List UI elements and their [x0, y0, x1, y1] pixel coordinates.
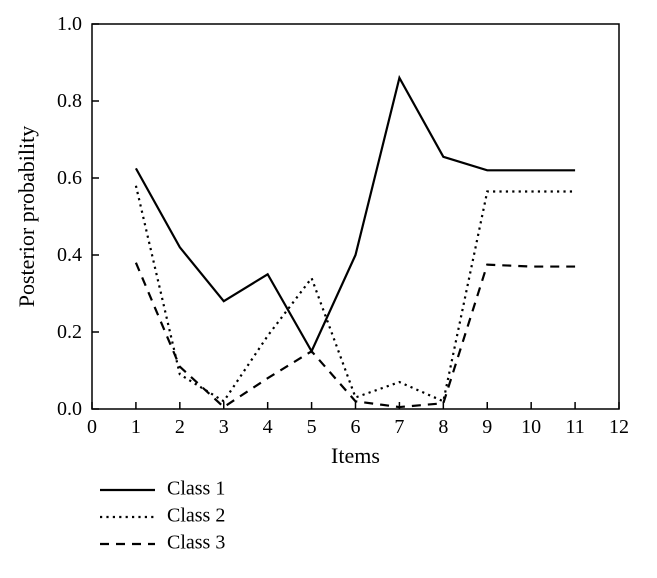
- x-tick-label: 2: [175, 416, 185, 438]
- x-tick-label: 8: [438, 416, 448, 438]
- line-chart: 01234567891011120.00.20.40.60.81.0ItemsP…: [0, 0, 657, 578]
- x-tick-label: 11: [565, 416, 584, 438]
- x-tick-label: 5: [307, 416, 317, 438]
- x-tick-label: 0: [87, 416, 97, 438]
- y-tick-label: 0.4: [57, 244, 82, 266]
- y-tick-label: 0.6: [57, 167, 82, 189]
- y-tick-label: 1.0: [57, 13, 82, 35]
- x-tick-label: 1: [131, 416, 141, 438]
- plot-area: [92, 24, 619, 409]
- x-tick-label: 7: [394, 416, 404, 438]
- y-tick-label: 0.2: [57, 321, 82, 343]
- x-axis-label: Items: [331, 443, 380, 468]
- legend-label-2: Class 2: [167, 505, 225, 527]
- x-tick-label: 10: [521, 416, 541, 438]
- y-axis-label: Posterior probability: [14, 126, 39, 307]
- x-tick-label: 4: [263, 416, 273, 438]
- x-tick-label: 3: [219, 416, 229, 438]
- x-tick-label: 9: [482, 416, 492, 438]
- x-tick-label: 12: [609, 416, 629, 438]
- legend-label-1: Class 1: [167, 478, 225, 500]
- y-tick-label: 0.0: [57, 398, 82, 420]
- x-tick-label: 6: [351, 416, 361, 438]
- legend-label-3: Class 3: [167, 532, 225, 554]
- y-tick-label: 0.8: [57, 90, 82, 112]
